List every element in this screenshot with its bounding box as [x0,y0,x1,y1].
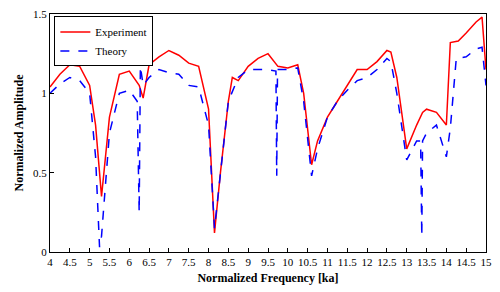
svg-text:Normalized Amplitude: Normalized Amplitude [12,74,26,192]
svg-text:12: 12 [362,256,373,268]
svg-text:Theory: Theory [95,45,127,57]
svg-text:Experiment: Experiment [95,26,146,38]
svg-text:13.5: 13.5 [417,256,437,268]
svg-text:0: 0 [41,246,47,258]
svg-text:10.5: 10.5 [298,256,318,268]
svg-text:5: 5 [87,256,93,268]
svg-text:0.5: 0.5 [33,167,47,179]
svg-text:9: 9 [245,256,251,268]
svg-text:1.5: 1.5 [33,8,47,20]
svg-text:11.5: 11.5 [338,256,357,268]
svg-text:Normalized Frequency [ka]: Normalized Frequency [ka] [197,271,338,285]
svg-text:15: 15 [481,256,493,268]
svg-text:6: 6 [127,256,133,268]
svg-text:4.5: 4.5 [63,256,77,268]
svg-text:7.5: 7.5 [182,256,196,268]
svg-text:14: 14 [441,256,453,268]
svg-text:4: 4 [47,256,53,268]
svg-text:14.5: 14.5 [457,256,477,268]
svg-text:6.5: 6.5 [142,256,156,268]
svg-text:13: 13 [401,256,413,268]
svg-text:11: 11 [322,256,333,268]
svg-text:8: 8 [206,256,212,268]
svg-text:5.5: 5.5 [103,256,117,268]
svg-text:10: 10 [282,256,294,268]
svg-text:9.5: 9.5 [261,256,275,268]
svg-text:8.5: 8.5 [221,256,235,268]
svg-text:1: 1 [41,87,47,99]
svg-text:7: 7 [166,256,172,268]
svg-text:12.5: 12.5 [377,256,397,268]
